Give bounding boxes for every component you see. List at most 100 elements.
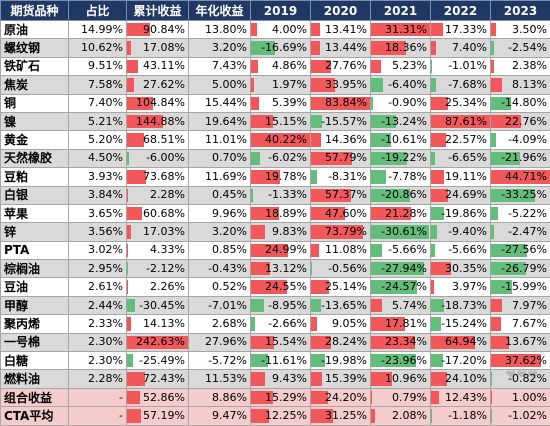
- value-cell: 24.10%: [431, 370, 491, 388]
- positive-data-bar: [127, 189, 128, 202]
- commodity-name: PTA: [1, 241, 69, 259]
- value-cell: 24.99%: [251, 241, 311, 259]
- value-cell: 2.28%: [69, 370, 127, 388]
- cell-value: 23.34%: [385, 335, 427, 348]
- commodity-name: CTA平均: [1, 407, 69, 425]
- positive-data-bar: [431, 170, 444, 183]
- cell-value: 17.81%: [385, 317, 427, 330]
- value-cell: 7.97%: [491, 296, 550, 314]
- value-cell: -18.73%: [431, 296, 491, 314]
- negative-data-bar: [431, 60, 432, 73]
- value-cell: 17.03%: [127, 223, 189, 241]
- value-cell: 3.02%: [69, 241, 127, 259]
- cell-value: -6.02%: [268, 151, 307, 164]
- cell-value: -14.80%: [501, 96, 547, 109]
- negative-data-bar: [251, 189, 253, 202]
- cell-value: -0.82%: [508, 372, 547, 385]
- value-cell: 0.85%: [189, 241, 251, 259]
- cell-value: 13.44%: [325, 41, 367, 54]
- value-cell: 1.97%: [251, 76, 311, 94]
- cell-value: -1.01%: [448, 59, 487, 72]
- negative-data-bar: [127, 152, 129, 165]
- positive-data-bar: [251, 225, 265, 238]
- value-cell: 28.24%: [311, 333, 371, 351]
- cell-value: -6.65%: [448, 151, 487, 164]
- value-cell: -2.66%: [251, 315, 311, 333]
- value-cell: 15.15%: [251, 112, 311, 130]
- value-cell: -30.61%: [371, 223, 431, 241]
- positive-data-bar: [491, 317, 501, 330]
- cell-value: 10.96%: [385, 372, 427, 385]
- value-cell: 22.57%: [431, 131, 491, 149]
- cell-value: 18.36%: [385, 41, 427, 54]
- cell-value: -5.22%: [508, 207, 547, 220]
- positive-data-bar: [127, 60, 138, 73]
- value-cell: 15.39%: [311, 370, 371, 388]
- cell-value: 25.14%: [325, 280, 367, 293]
- value-cell: 7.67%: [491, 315, 550, 333]
- table-row: 组合收益-52.86%8.86%15.29%24.20%0.79%12.43%1…: [1, 388, 550, 406]
- positive-data-bar: [311, 244, 319, 257]
- value-cell: 47.60%: [311, 204, 371, 222]
- value-cell: 22.76%: [491, 112, 550, 130]
- value-cell: 2.61%: [69, 278, 127, 296]
- value-cell: 37.62%: [491, 352, 550, 370]
- positive-data-bar: [371, 409, 375, 422]
- value-cell: 24.20%: [311, 388, 371, 406]
- positive-data-bar: [311, 317, 317, 330]
- cell-value: 19.11%: [445, 170, 487, 183]
- negative-data-bar: [127, 354, 133, 367]
- positive-data-bar: [371, 299, 382, 312]
- value-cell: 83.84%: [311, 94, 371, 112]
- cell-value: 144.88%: [136, 115, 185, 128]
- commodity-name: 焦炭: [1, 76, 69, 94]
- value-cell: 11.53%: [189, 370, 251, 388]
- value-cell: -15.24%: [431, 315, 491, 333]
- column-header: 2021: [371, 1, 431, 21]
- value-cell: 17.08%: [127, 39, 189, 57]
- cell-value: 13.12%: [265, 262, 307, 275]
- positive-data-bar: [311, 23, 320, 36]
- value-cell: 3.50%: [491, 21, 550, 39]
- value-cell: -5.22%: [491, 204, 550, 222]
- cell-value: -0.90%: [388, 96, 427, 109]
- positive-data-bar: [431, 280, 434, 293]
- cell-value: 31.31%: [385, 23, 427, 36]
- value-cell: 8.86%: [189, 388, 251, 406]
- value-cell: 10.62%: [69, 39, 127, 57]
- value-cell: 4.00%: [251, 21, 311, 39]
- positive-data-bar: [491, 78, 502, 91]
- cell-value: -10.61%: [381, 133, 427, 146]
- value-cell: 7.43%: [189, 57, 251, 75]
- value-cell: -6.00%: [127, 149, 189, 167]
- cell-value: 4.86%: [272, 59, 307, 72]
- value-cell: 3.20%: [189, 223, 251, 241]
- value-cell: 30.35%: [431, 260, 491, 278]
- cell-value: 57.19%: [143, 409, 185, 422]
- value-cell: 14.13%: [127, 315, 189, 333]
- negative-data-bar: [371, 78, 383, 91]
- cell-value: 30.35%: [445, 262, 487, 275]
- value-cell: 19.11%: [431, 168, 491, 186]
- positive-data-bar: [127, 41, 131, 54]
- value-cell: 25.14%: [311, 278, 371, 296]
- positive-data-bar: [127, 409, 141, 422]
- cell-value: 8.13%: [512, 78, 547, 91]
- value-cell: -9.40%: [431, 223, 491, 241]
- column-header: 2022: [431, 1, 491, 21]
- value-cell: -27.94%: [371, 260, 431, 278]
- value-cell: -: [69, 388, 127, 406]
- cell-value: 15.54%: [265, 335, 307, 348]
- value-cell: -0.82%: [491, 370, 550, 388]
- value-cell: 0.70%: [189, 149, 251, 167]
- cell-value: 13.41%: [325, 23, 367, 36]
- value-cell: 60.68%: [127, 204, 189, 222]
- positive-data-bar: [251, 372, 265, 385]
- positive-data-bar: [371, 60, 381, 73]
- value-cell: 13.12%: [251, 260, 311, 278]
- value-cell: -: [69, 407, 127, 425]
- value-cell: 19.64%: [189, 112, 251, 130]
